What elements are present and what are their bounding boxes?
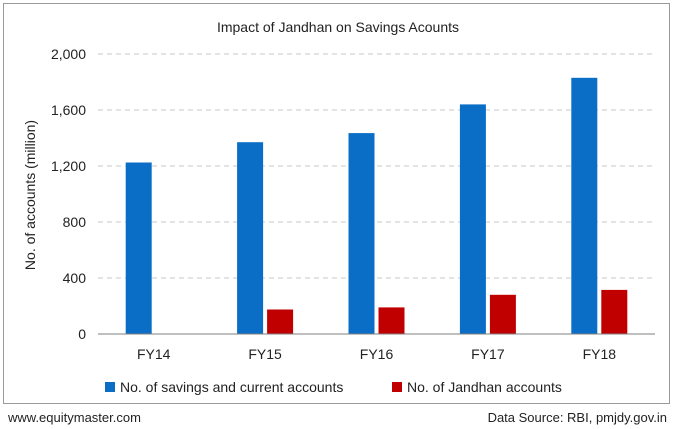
- x-tick-label: FY16: [360, 346, 394, 362]
- chart-frame: [3, 3, 670, 404]
- x-axis-ticks: FY14 FY15 FY16 FY17 FY18: [137, 346, 616, 362]
- chart-svg: Impact of Jandhan on Savings Acounts No.…: [22, 19, 655, 395]
- bar-savings-current-fy18: [571, 77, 598, 335]
- bar-savings-current-fy15: [237, 142, 264, 334]
- y-tick-label: 400: [63, 270, 87, 286]
- footer-website: www.equitymaster.com: [8, 410, 141, 425]
- bar-savings-current-fy16: [348, 133, 375, 334]
- bar-savings-current-fy14: [125, 162, 152, 334]
- legend: No. of savings and current accounts No. o…: [105, 379, 562, 395]
- y-tick-label: 0: [78, 326, 86, 342]
- y-tick-label: 800: [63, 214, 87, 230]
- legend-label: No. of savings and current accounts: [120, 379, 343, 395]
- bars: [125, 77, 628, 335]
- bar-jandhan-fy18: [601, 289, 628, 334]
- bar-savings-current-fy17: [459, 104, 486, 335]
- y-axis-ticks: 0 400 800 1,200 1,600 2,000: [51, 46, 86, 342]
- bar-jandhan-fy15: [267, 309, 294, 334]
- legend-swatch: [392, 382, 402, 392]
- gridlines: [98, 53, 655, 279]
- y-tick-label: 2,000: [51, 46, 86, 62]
- x-tick-label: FY14: [137, 346, 171, 362]
- x-tick-label: FY17: [471, 346, 505, 362]
- y-tick-label: 1,600: [51, 102, 86, 118]
- bar-jandhan-fy16: [378, 307, 405, 334]
- y-axis-label: No. of accounts (million): [22, 120, 38, 270]
- footer-source: Data Source: RBI, pmjdy.gov.in: [487, 410, 667, 425]
- legend-label: No. of Jandhan accounts: [407, 379, 562, 395]
- x-tick-label: FY18: [583, 346, 617, 362]
- bar-jandhan-fy17: [489, 294, 516, 334]
- x-tick-label: FY15: [248, 346, 282, 362]
- chart-title: Impact of Jandhan on Savings Acounts: [217, 19, 459, 35]
- y-tick-label: 1,200: [51, 158, 86, 174]
- legend-swatch: [105, 382, 115, 392]
